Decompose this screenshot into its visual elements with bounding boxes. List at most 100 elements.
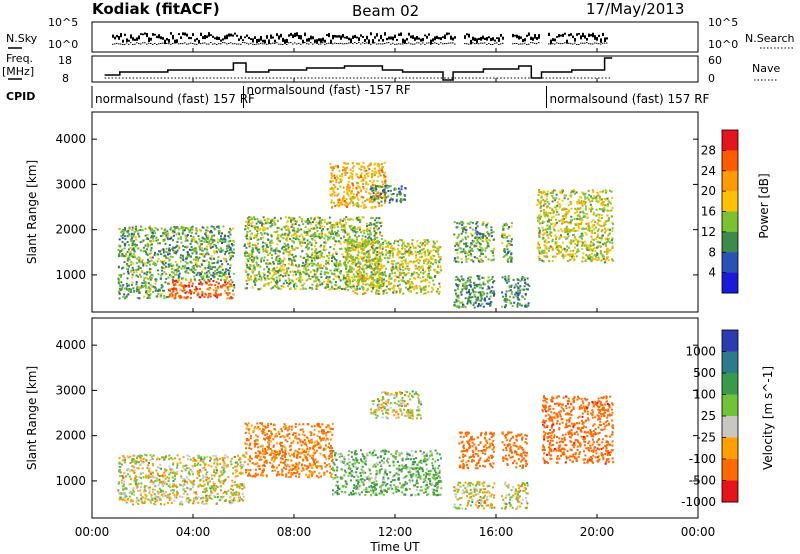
echo-cell [233, 285, 236, 288]
echo-cell [262, 275, 265, 278]
echo-cell [163, 254, 166, 257]
noise-point [518, 35, 520, 40]
echo-cell [132, 242, 134, 245]
echo-cell [360, 176, 363, 178]
echo-cell [606, 209, 609, 212]
echo-cell [246, 283, 249, 285]
echo-cell [140, 260, 142, 263]
echo-cell [205, 234, 208, 237]
echo-cell [319, 224, 322, 227]
echo-cell [542, 260, 545, 263]
echo-cell [260, 258, 262, 261]
echo-cell [244, 255, 247, 258]
echo-cell [376, 185, 379, 188]
echo-cell [574, 230, 577, 232]
echo-cell [152, 240, 155, 243]
echo-cell [484, 235, 487, 238]
echo-cell [147, 238, 150, 241]
echo-cell [357, 284, 360, 286]
echo-cell [370, 265, 373, 268]
echo-cell [455, 294, 458, 297]
echo-cell [352, 262, 355, 265]
noise-point [374, 36, 376, 39]
echo-cell [380, 272, 383, 274]
echo-cell [381, 247, 384, 250]
echo-cell [198, 256, 201, 259]
echo-cell [345, 278, 347, 281]
echo-cell [219, 272, 222, 274]
echo-cell [465, 225, 467, 228]
echo-cell [271, 269, 274, 272]
echo-cell [304, 287, 307, 290]
echo-cell [198, 282, 201, 285]
echo-cell [505, 253, 508, 256]
echo-cell [426, 239, 429, 242]
echo-cell [249, 222, 252, 225]
noise-search-point [428, 42, 430, 44]
echo-cell [371, 184, 374, 187]
noise-search-point [578, 43, 580, 45]
echo-cell [388, 250, 391, 252]
noise-point [578, 32, 580, 35]
noise-search-point [346, 43, 348, 45]
noise-point [606, 37, 608, 40]
echo-cell [424, 259, 427, 262]
echo-cell [366, 198, 368, 201]
echo-cell [468, 291, 470, 294]
echo-cell [265, 243, 268, 246]
echo-cell [554, 218, 557, 221]
echo-cell [250, 218, 253, 221]
noise-point [220, 39, 222, 42]
echo-cell [596, 236, 599, 239]
noise-search-point [466, 43, 468, 45]
echo-cell [372, 195, 375, 198]
echo-cell [266, 265, 269, 268]
echo-cell [351, 240, 354, 243]
echo-cell [228, 270, 231, 273]
echo-cell [431, 286, 434, 289]
echo-cell [285, 237, 288, 240]
echo-cell [160, 266, 163, 269]
echo-cell [315, 273, 318, 276]
echo-cell [339, 279, 342, 282]
echo-cell [510, 225, 513, 228]
echo-cell [341, 197, 344, 200]
echo-cell [331, 205, 333, 208]
echo-cell [346, 258, 349, 261]
echo-cell [142, 250, 145, 253]
echo-cell [369, 227, 372, 230]
echo-cell [282, 263, 285, 266]
echo-cell [405, 245, 408, 248]
echo-cell [513, 301, 516, 304]
echo-cell [460, 258, 463, 261]
echo-cell [361, 245, 364, 248]
echo-cell [609, 241, 611, 244]
echo-cell [201, 226, 204, 229]
echo-cell [352, 290, 355, 293]
echo-cell [147, 243, 149, 246]
echo-cell [581, 204, 584, 207]
echo-cell [156, 228, 159, 231]
echo-cell [468, 249, 471, 252]
echo-cell [383, 191, 386, 194]
echo-cell [300, 228, 303, 231]
echo-cell [401, 253, 403, 256]
echo-cell [118, 238, 121, 241]
echo-cell [327, 259, 330, 262]
echo-cell [490, 229, 493, 232]
echo-cell [302, 237, 305, 240]
echo-cell [198, 271, 201, 274]
echo-cell [347, 270, 350, 273]
echo-cell [316, 283, 318, 286]
echo-cell [294, 231, 297, 234]
echo-cell [200, 273, 202, 275]
echo-cell [305, 272, 308, 275]
echo-cell [207, 230, 209, 233]
echo-cell [321, 252, 324, 255]
echo-cell [411, 253, 414, 256]
echo-cell [538, 259, 541, 262]
echo-cell [419, 287, 422, 290]
echo-cell [190, 292, 192, 295]
echo-cell [227, 243, 230, 246]
echo-cell [584, 260, 587, 262]
